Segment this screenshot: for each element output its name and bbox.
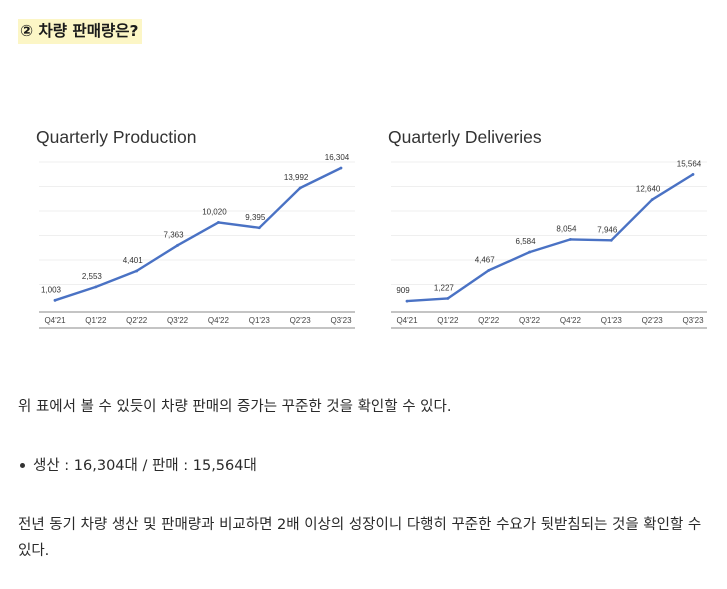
section-heading: ② 차량 판매량은? [18, 19, 143, 44]
x-tick-label: Q3'22 [167, 316, 189, 325]
data-label: 7,363 [164, 230, 185, 239]
data-label: 909 [396, 286, 410, 295]
data-label: 10,020 [202, 207, 227, 216]
data-point [609, 238, 613, 242]
data-point [94, 285, 98, 289]
x-tick-label: Q2'23 [642, 316, 664, 325]
data-point [339, 166, 343, 170]
x-tick-label: Q1'22 [85, 316, 107, 325]
data-point [135, 269, 139, 273]
data-label: 16,304 [325, 153, 350, 162]
data-label: 2,553 [82, 272, 103, 281]
data-label: 8,054 [556, 224, 577, 233]
x-tick-label: Q1'23 [249, 316, 271, 325]
data-point [405, 299, 409, 303]
data-point [650, 198, 654, 202]
data-label: 1,003 [41, 285, 62, 294]
data-label: 4,467 [475, 255, 496, 264]
data-point [53, 298, 57, 302]
data-label: 15,564 [677, 159, 702, 168]
x-tick-label: Q1'23 [601, 316, 623, 325]
data-label: 1,227 [434, 283, 455, 292]
data-point [298, 186, 302, 190]
data-point [528, 250, 531, 254]
bullet-dot [20, 462, 25, 468]
x-tick-label: Q2'22 [478, 316, 500, 325]
deliveries-chart: Quarterly Deliveries 909 1,227 4,467 6,584 8… [385, 122, 715, 337]
production-chart: Quarterly Production 1,003 2,553 4,401 7,36… [33, 122, 363, 337]
chart-title: Quarterly Production [36, 127, 197, 147]
data-label: 6,584 [516, 237, 537, 246]
data-label: 7,946 [597, 225, 618, 234]
x-tick-label: Q4'22 [208, 316, 230, 325]
data-label: 9,395 [245, 213, 266, 222]
data-point [487, 268, 491, 272]
deliveries-chart-plot: 909 1,227 4,467 6,584 8,054 7,946 12,640 15,564… [391, 159, 707, 329]
data-point [257, 226, 261, 230]
x-tick-label: Q3'22 [519, 316, 541, 325]
series-line [54, 166, 342, 302]
data-point [176, 243, 179, 247]
data-point [446, 296, 450, 300]
x-tick-label: Q4'22 [560, 316, 582, 325]
bullet-item: 생산 : 16,304대 / 판매 : 15,564대 [18, 453, 257, 479]
data-point [217, 220, 220, 224]
summary-paragraph: 위 표에서 볼 수 있듯이 차량 판매의 증가는 꾸준한 것을 확인할 수 있다… [18, 399, 452, 415]
production-chart-plot: 1,003 2,553 4,401 7,363 10,020 9,395 13,992 16,… [39, 153, 355, 329]
x-tick-label: Q1'22 [437, 316, 459, 325]
data-label: 4,401 [123, 256, 144, 265]
data-point [569, 237, 572, 241]
x-tick-label: Q2'22 [126, 316, 148, 325]
series-line [406, 173, 694, 303]
data-label: 13,992 [284, 173, 309, 182]
x-tick-label: Q4'21 [44, 316, 66, 325]
x-tick-label: Q4'21 [396, 316, 418, 325]
data-label: 12,640 [636, 185, 661, 194]
chart-title: Quarterly Deliveries [388, 127, 542, 147]
bullet-text: 생산 : 16,304대 / 판매 : 15,564대 [33, 458, 257, 474]
x-tick-label: Q3'23 [682, 316, 704, 325]
conclusion-paragraph: 전년 동기 차량 생산 및 판매량과 비교하면 2배 이상의 성장이니 다행히 … [18, 517, 702, 559]
x-tick-label: Q3'23 [330, 316, 352, 325]
x-tick-label: Q2'23 [290, 316, 312, 325]
data-point [691, 173, 695, 176]
